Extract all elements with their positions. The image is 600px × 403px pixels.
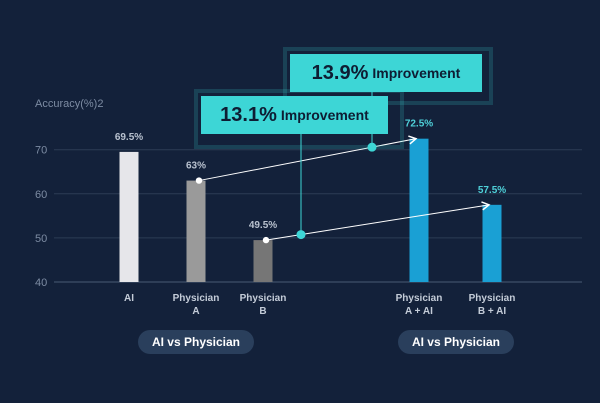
callout-frame-top xyxy=(283,47,493,105)
x-tick-label-physician-a-2: A xyxy=(192,306,199,317)
y-tick-label-50: 50 xyxy=(35,233,47,245)
y-tick-label-60: 60 xyxy=(35,189,47,201)
bar-value-label-ai: 69.5% xyxy=(115,132,143,143)
bar-physician-b-ai xyxy=(482,204,502,282)
bar-physician-b xyxy=(253,240,273,282)
bar-value-label-physician-a: 63% xyxy=(186,161,206,172)
arrow-start-dot-1 xyxy=(195,177,203,184)
group-label-right: AI vs Physician xyxy=(398,330,514,354)
improvement-callout-bottom: 13.1% Improvement xyxy=(201,96,388,134)
improvement-text-bottom: Improvement xyxy=(280,107,369,123)
improvement-arrow-1 xyxy=(198,135,418,182)
x-tick-label-physician-a-ai-2: A + AI xyxy=(405,306,433,317)
x-tick-label-physician-b-ai-1: Physician xyxy=(469,293,516,304)
x-tick-label-physician-b-ai-2: B + AI xyxy=(478,306,506,317)
improvement-callout-top: 13.9% Improvement xyxy=(290,54,482,92)
bar-ai xyxy=(119,151,139,282)
x-tick-label-physician-b-1: Physician xyxy=(240,293,287,304)
bar-physician-a-ai xyxy=(409,138,429,282)
x-tick-label-physician-a-1: Physician xyxy=(173,293,220,304)
bar-physician-a xyxy=(186,180,206,282)
bar-value-label-physician-a-ai: 72.5% xyxy=(405,119,433,130)
group-label-left: AI vs Physician xyxy=(138,330,254,354)
y-axis-label: Accuracy(%)2 xyxy=(35,98,103,110)
improvement-text-top: Improvement xyxy=(372,65,461,81)
callout-anchor-dot-2 xyxy=(296,230,306,240)
improvement-value-top: 13.9% xyxy=(311,61,369,84)
x-tick-label-ai-1: AI xyxy=(124,293,134,304)
bar-value-label-physician-b-ai: 57.5% xyxy=(478,185,506,196)
x-tick-label-physician-a-ai-1: Physician xyxy=(396,293,443,304)
callout-anchor-dot-1 xyxy=(367,142,377,152)
x-tick-label-physician-b-2: B xyxy=(259,306,266,317)
group-label-right-text: AI vs Physician xyxy=(411,335,501,349)
callout-frame-bottom xyxy=(194,89,404,149)
group-label-left-text: AI vs Physician xyxy=(151,335,241,349)
arrow-start-dot-2 xyxy=(262,236,270,244)
bar-value-label-physician-b: 49.5% xyxy=(249,220,277,231)
y-tick-label-70: 70 xyxy=(35,145,47,157)
improvement-value-bottom: 13.1% xyxy=(220,103,277,126)
y-tick-label-40: 40 xyxy=(35,277,47,289)
